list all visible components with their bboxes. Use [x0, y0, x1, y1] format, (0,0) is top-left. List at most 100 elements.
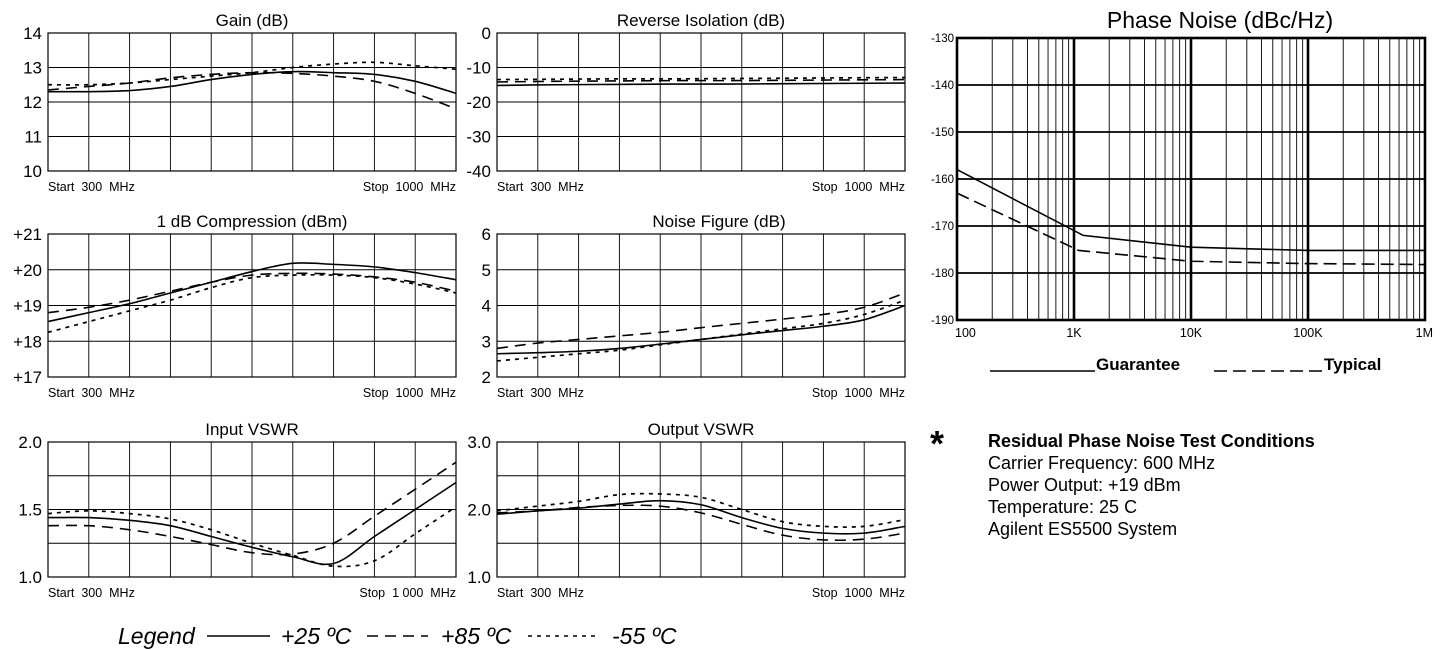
series-line-solid: [956, 168, 1425, 252]
y-tick-label: 11: [24, 128, 42, 147]
y-tick-label: 2.0: [18, 433, 42, 452]
y-tick-label: 10: [23, 162, 42, 181]
chart-title: Input VSWR: [205, 420, 299, 439]
x-tick-label: 10K: [1180, 326, 1203, 340]
series-line-solid: [47, 481, 457, 566]
chart-gain: Gain (dB) 10 11 12 13 14 Start 300 MHz Stop 100…: [23, 11, 457, 194]
chart-phase-noise: Phase Noise (dBc/Hz) -190 -180 -170 -160 -150…: [931, 7, 1433, 340]
y-tick-label: -20: [466, 93, 491, 112]
grid: [48, 442, 456, 577]
plot-frame: [496, 32, 906, 172]
typical-label: Typical: [1324, 355, 1381, 374]
x-tick-label: 1M: [1416, 326, 1433, 340]
charts-layer: Gain (dB) 10 11 12 13 14 Start 300 MHz Stop 100…: [13, 7, 1433, 600]
y-tick-label: 6: [482, 225, 491, 244]
y-tick-label: 2.0: [467, 501, 491, 520]
y-tick-label: 0: [482, 24, 491, 43]
chart-title: Noise Figure (dB): [652, 212, 785, 231]
series-line-short-dash: [47, 506, 457, 568]
condition-carrier-frequency: Carrier Frequency: 600 MHz: [988, 453, 1216, 473]
y-tick-label: -10: [466, 59, 491, 78]
y-tick-label: -30: [466, 128, 491, 147]
y-tick-label: 2: [482, 368, 491, 387]
y-tick-label: -170: [931, 221, 954, 233]
series-line-long-dash: [496, 292, 906, 350]
y-tick-label: 1.0: [18, 568, 42, 587]
legend-title: Legend: [118, 623, 196, 649]
y-tick-label: +17: [13, 368, 42, 387]
y-tick-label: +20: [13, 261, 42, 280]
plot-frame: [955, 36, 1427, 322]
x-start-label: Start 300 MHz: [48, 386, 135, 400]
y-tick-label: -160: [931, 174, 954, 186]
guarantee-label: Guarantee: [1096, 355, 1180, 374]
series-line-short-dash: [496, 76, 906, 81]
test-conditions-heading: Residual Phase Noise Test Conditions: [988, 431, 1315, 451]
series-line-long-dash: [47, 461, 457, 556]
condition-system: Agilent ES5500 System: [988, 519, 1178, 539]
chart-compression: 1 dB Compression (dBm) +17 +18 +19 +20 +21 Sta…: [13, 212, 457, 400]
chart-title: Output VSWR: [648, 420, 755, 439]
x-stop-label: Stop 1000 MHz: [812, 386, 905, 400]
y-tick-label: -140: [931, 80, 954, 92]
test-conditions-block: Residual Phase Noise Test Conditions Car…: [988, 430, 1315, 540]
x-tick-label: 1K: [1066, 326, 1082, 340]
y-tick-label: +19: [13, 297, 42, 316]
x-stop-label: Stop 1000 MHz: [363, 386, 456, 400]
plot-frame: [47, 233, 457, 378]
series-line-long-dash: [496, 504, 906, 542]
x-stop-label: Stop 1000 MHz: [812, 180, 905, 194]
y-tick-label: -190: [931, 315, 954, 327]
chart-title: Phase Noise (dBc/Hz): [1107, 7, 1333, 33]
chart-output-vswr: Output VSWR 1.0 2.0 3.0 Start 300 MHz Stop 10…: [467, 420, 906, 600]
y-tick-label: 4: [482, 297, 491, 316]
x-tick-label: 100: [955, 326, 976, 340]
series-line-long-dash: [956, 192, 1426, 266]
series-line-solid: [47, 70, 457, 95]
y-tick-label: 1.5: [18, 501, 42, 520]
y-tick-label: -180: [931, 268, 954, 280]
series-line-solid: [496, 304, 906, 355]
grid: [48, 234, 456, 377]
legend-label-25c: +25 ºC: [281, 623, 352, 649]
grid: [48, 33, 456, 171]
phase-noise-legend: Guarantee Typical: [990, 355, 1381, 374]
y-tick-label: 1.0: [467, 568, 491, 587]
chart-title: Reverse Isolation (dB): [617, 11, 785, 30]
chart-title: 1 dB Compression (dBm): [157, 212, 348, 231]
chart-noise-figure: Noise Figure (dB) 2 3 4 5 6 Start 300 MHz Stop …: [482, 212, 906, 400]
chart-reverse-isolation: Reverse Isolation (dB) -40 -30 -20 -10 0 Start…: [466, 11, 906, 194]
plot-frame: [47, 441, 457, 578]
x-stop-label: Stop 1000 MHz: [363, 180, 456, 194]
y-tick-label: 14: [23, 24, 42, 43]
series-line-solid: [496, 82, 906, 87]
x-start-label: Start 300 MHz: [497, 180, 584, 194]
y-tick-label: 3.0: [467, 433, 491, 452]
y-tick-label: 3: [482, 332, 491, 351]
plot-frame: [47, 32, 457, 172]
series-line-short-dash: [47, 273, 457, 334]
series-line-solid: [47, 262, 457, 323]
y-tick-label: 13: [23, 59, 42, 78]
y-tick-label: 12: [23, 93, 42, 112]
x-stop-label: Stop 1 000 MHz: [359, 586, 456, 600]
chart-input-vswr: Input VSWR 1.0 1.5 2.0 Start 300 MHz Stop 1 0…: [18, 420, 457, 600]
series-line-solid: [496, 499, 906, 535]
series-line-long-dash: [47, 71, 457, 110]
y-tick-label: -150: [931, 127, 954, 139]
x-start-label: Start 300 MHz: [48, 180, 135, 194]
condition-temperature: Temperature: 25 C: [988, 497, 1138, 517]
legend: Legend +25 ºC +85 ºC -55 ºC: [118, 623, 677, 649]
grid: [497, 33, 905, 171]
asterisk-icon: *: [930, 423, 945, 464]
x-start-label: Start 300 MHz: [497, 386, 584, 400]
y-tick-label: +18: [13, 332, 42, 351]
chart-title: Gain (dB): [216, 11, 289, 30]
legend-label-85c: +85 ºC: [441, 623, 512, 649]
plot-frame: [496, 441, 906, 578]
x-start-label: Start 300 MHz: [48, 586, 135, 600]
grid: [497, 234, 905, 377]
x-stop-label: Stop 1000 MHz: [812, 586, 905, 600]
series-line-short-dash: [496, 492, 906, 528]
